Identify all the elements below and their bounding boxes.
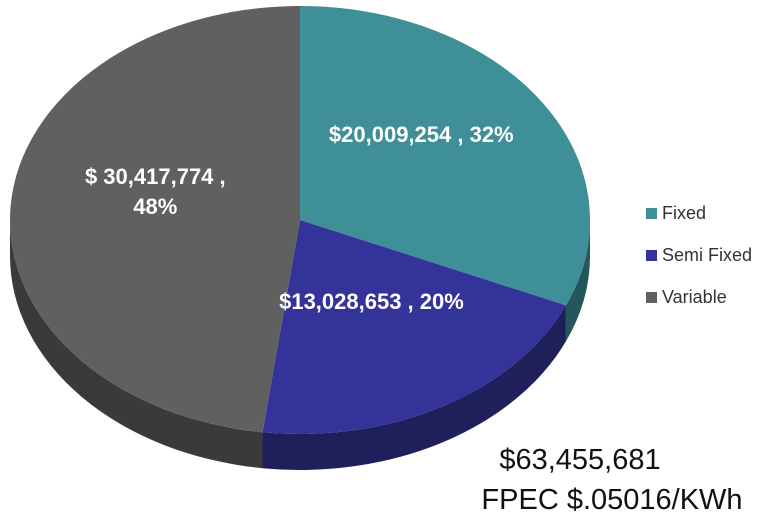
legend-item: Variable — [632, 276, 784, 318]
slice-side — [565, 220, 590, 342]
slice — [300, 6, 590, 306]
slice — [10, 6, 300, 433]
legend-label: Variable — [662, 286, 727, 307]
data-label: $20,009,254 , 32% — [328, 122, 514, 148]
data-label: $ 30,417,774 , 48% — [84, 164, 226, 220]
legend-label: Semi Fixed — [662, 244, 753, 265]
legend-swatch — [646, 249, 657, 261]
legend-label: Fixed — [662, 202, 707, 223]
legend-swatch — [646, 207, 657, 219]
slice-side — [10, 220, 263, 469]
data-label: $13,028,653 , 20% — [279, 289, 464, 315]
slice-side — [262, 305, 566, 470]
legend-item: Semi Fixed — [632, 234, 784, 276]
legend: Fixed Semi Fixed Variable — [632, 192, 784, 316]
legend-item: Fixed — [632, 192, 784, 234]
fpec-annotation: FPEC $.05016/KWh — [481, 484, 743, 516]
legend-swatch — [646, 291, 657, 303]
slice — [262, 220, 566, 434]
total-annotation: $63,455,681 — [499, 444, 661, 476]
